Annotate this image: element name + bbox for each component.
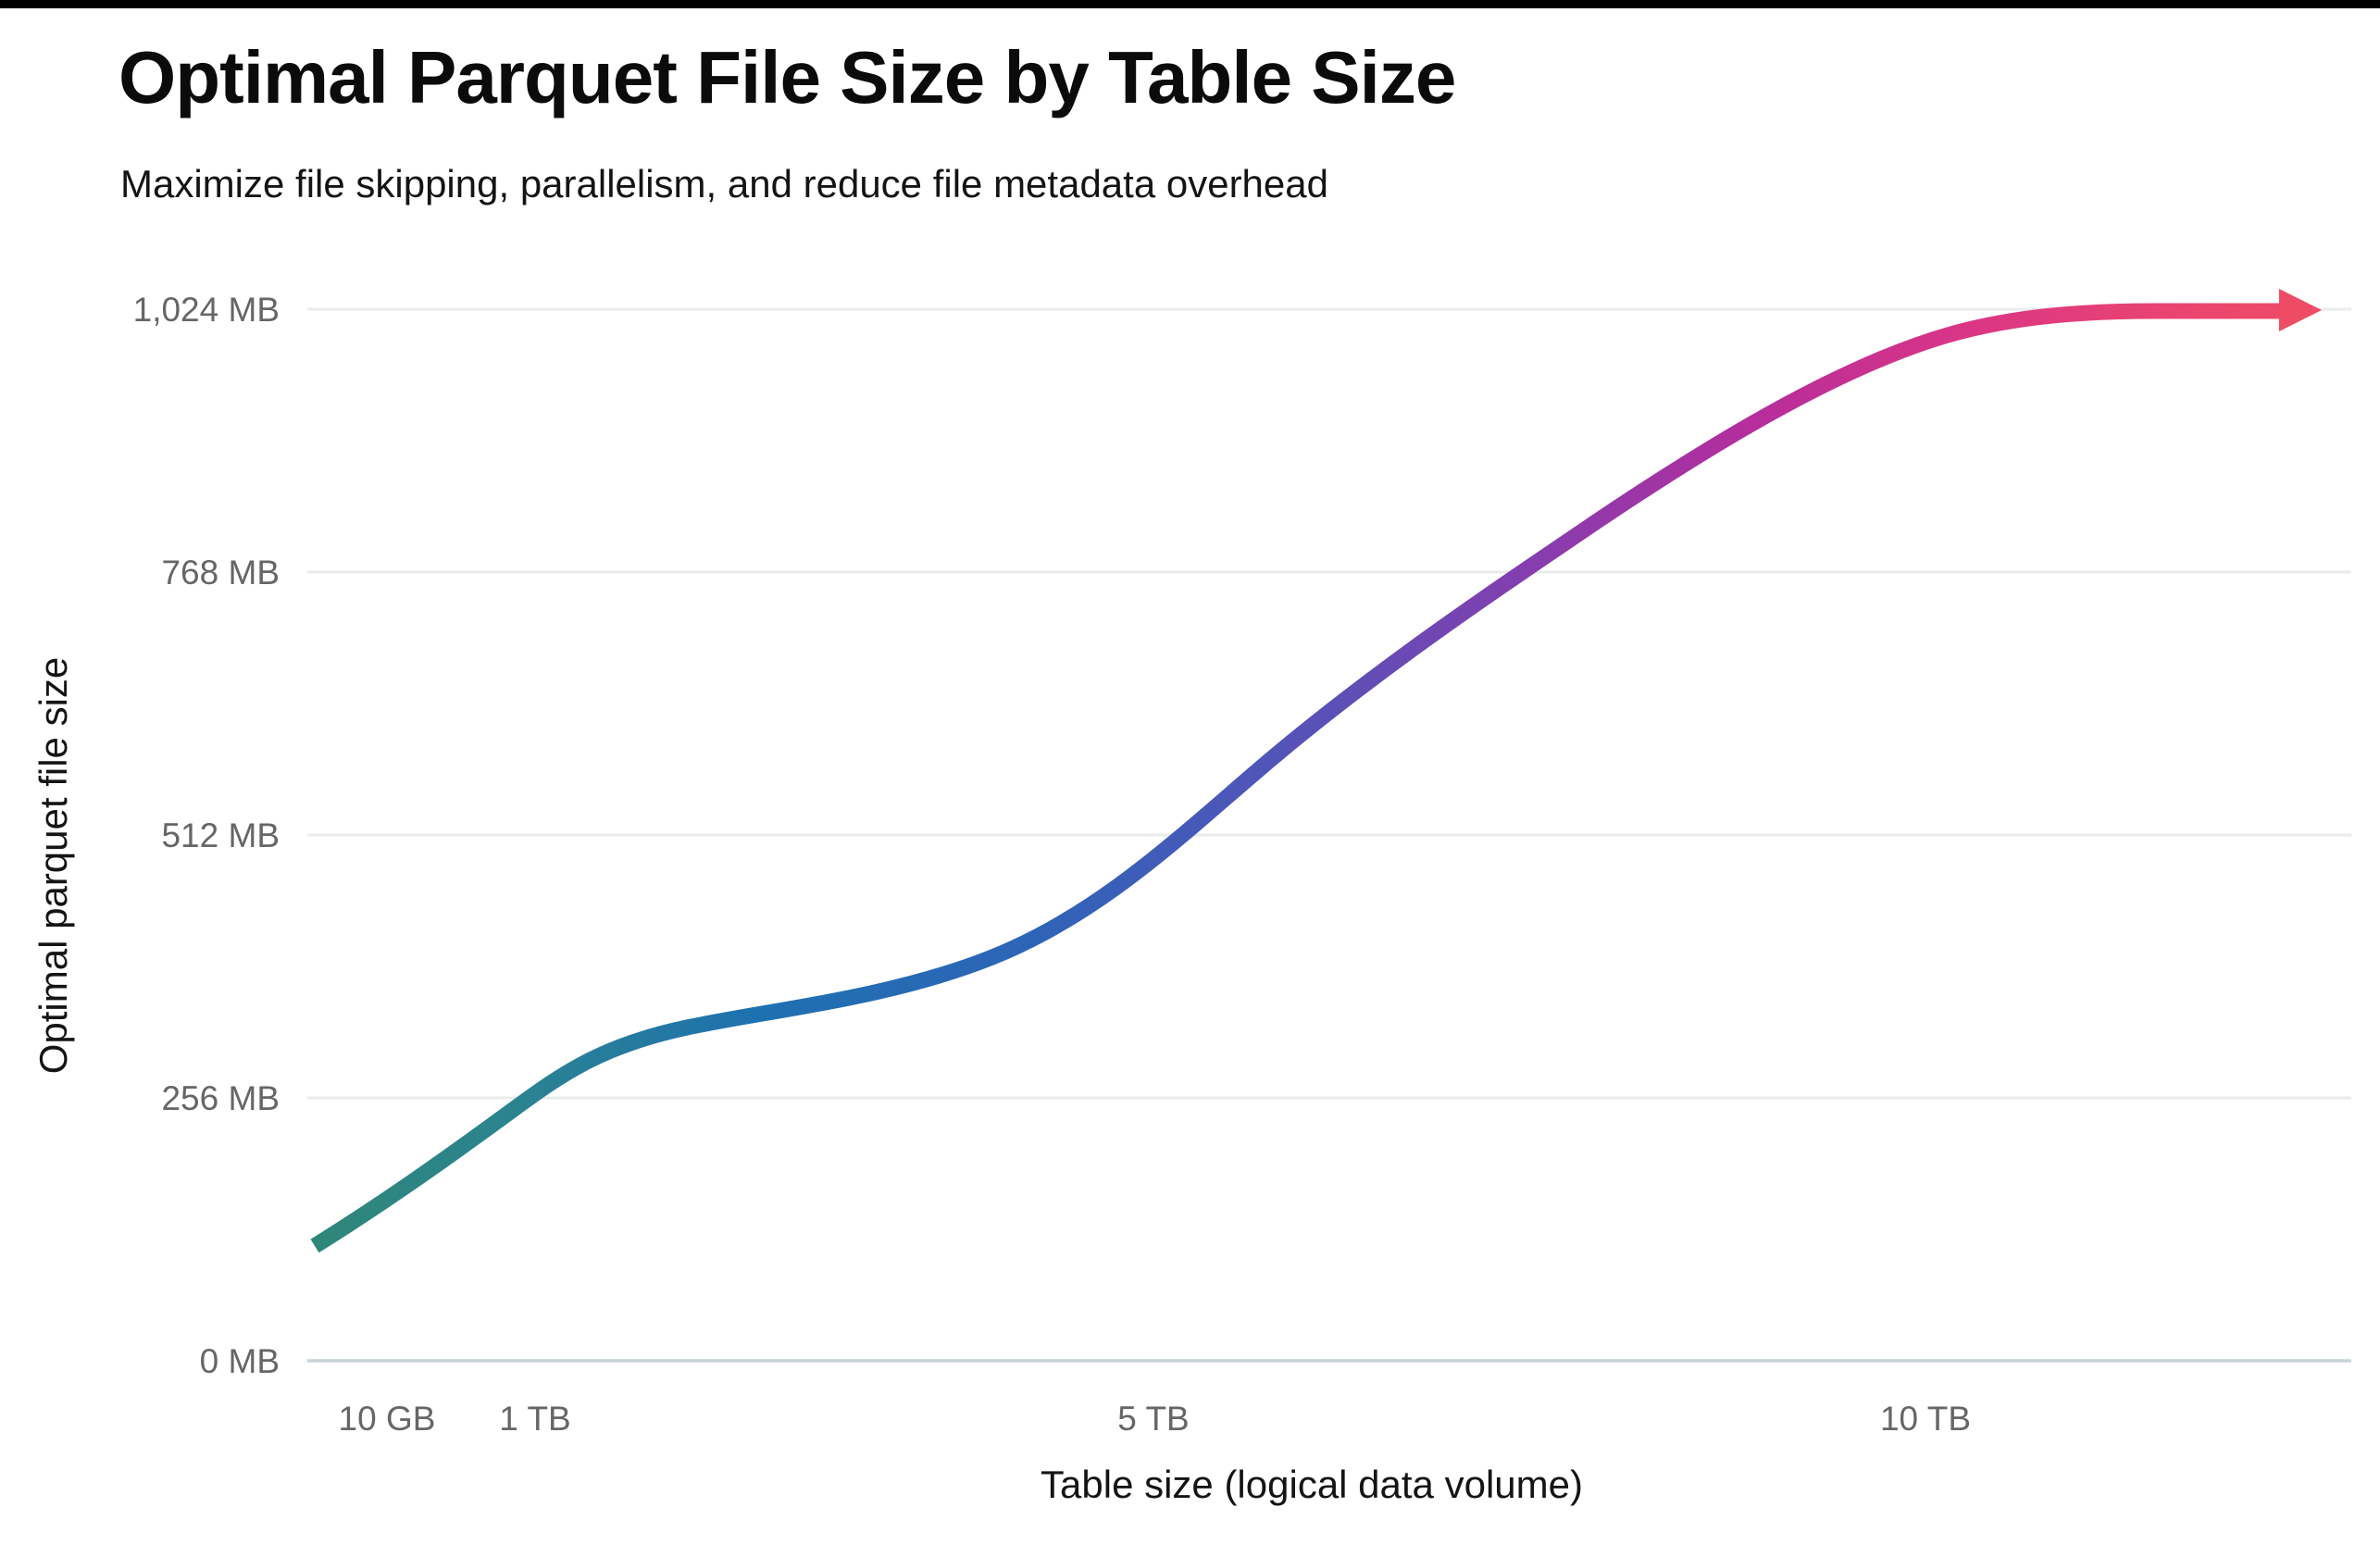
y-tick-label-1024mb: 1,024 MB: [133, 291, 280, 329]
gridlines: [307, 307, 2351, 1363]
y-tick-label-512mb: 512 MB: [161, 816, 280, 854]
chart-title: Optimal Parquet File Size by Table Size: [118, 36, 1456, 118]
top-edge-bar: [0, 0, 2380, 8]
y-axis-tick-labels: 0 MB 256 MB 512 MB 768 MB 1,024 MB: [133, 291, 280, 1380]
y-axis-title: Optimal parquet file size: [31, 657, 75, 1075]
x-axis-tick-labels: 10 GB 1 TB 5 TB 10 TB: [339, 1400, 1971, 1438]
chart-subtitle: Maximize file skipping, parallelism, and…: [120, 162, 1328, 206]
y-tick-label-768mb: 768 MB: [161, 554, 280, 592]
x-tick-label-10tb: 10 TB: [1880, 1400, 1971, 1438]
curve-arrowhead-icon: [2279, 289, 2322, 331]
x-tick-label-10gb: 10 GB: [339, 1400, 436, 1438]
x-tick-label-5tb: 5 TB: [1117, 1400, 1189, 1438]
y-tick-label-256mb: 256 MB: [161, 1079, 280, 1117]
y-tick-label-0mb: 0 MB: [200, 1342, 280, 1380]
x-axis-title: Table size (logical data volume): [1040, 1463, 1583, 1506]
optimal-size-curve: [310, 303, 2285, 1253]
x-tick-label-1tb: 1 TB: [499, 1400, 570, 1438]
